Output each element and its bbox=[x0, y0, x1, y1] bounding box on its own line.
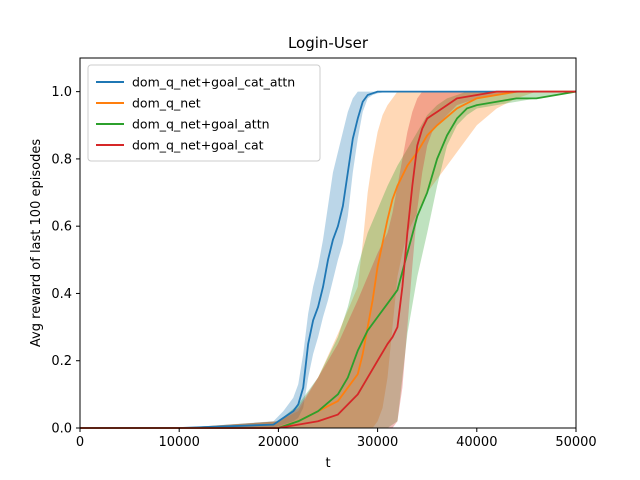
x-axis-label: t bbox=[325, 456, 330, 471]
y-axis-ticks: 0.0 0.2 0.4 0.6 0.8 1.0 bbox=[51, 85, 80, 437]
y-tick-label: 1.0 bbox=[51, 85, 72, 100]
y-tick-label: 0.0 bbox=[51, 422, 72, 437]
legend-entry: dom_q_net+goal_cat bbox=[132, 138, 264, 153]
confidence-band-2 bbox=[80, 91, 576, 428]
confidence-band-1 bbox=[80, 91, 576, 428]
x-tick-label: 30000 bbox=[357, 435, 398, 450]
y-axis-label: Avg reward of last 100 episodes bbox=[29, 139, 44, 347]
x-tick-label: 10000 bbox=[159, 435, 200, 450]
x-tick-label: 20000 bbox=[258, 435, 299, 450]
x-tick-label: 0 bbox=[76, 435, 84, 450]
y-tick-label: 0.6 bbox=[51, 220, 72, 235]
legend-entry: dom_q_net bbox=[132, 96, 201, 111]
x-axis-ticks: 0 10000 20000 30000 40000 50000 bbox=[76, 428, 597, 450]
y-tick-label: 0.2 bbox=[51, 354, 72, 369]
legend-entry: dom_q_net+goal_attn bbox=[132, 117, 270, 132]
legend-box bbox=[87, 64, 321, 162]
y-tick-label: 0.8 bbox=[51, 152, 72, 167]
chart-title: Login-User bbox=[288, 34, 369, 52]
legend-entry: dom_q_net+goal_cat_attn bbox=[132, 75, 295, 90]
series-line-2 bbox=[80, 90, 577, 429]
series-line-1 bbox=[80, 90, 576, 429]
series-line-0 bbox=[80, 90, 576, 429]
x-tick-label: 50000 bbox=[555, 435, 596, 450]
x-tick-label: 40000 bbox=[456, 435, 497, 450]
legend: dom_q_net+goal_cat_attn dom_q_net dom_q_ne… bbox=[87, 64, 321, 162]
series-lines bbox=[80, 90, 577, 429]
y-tick-label: 0.4 bbox=[51, 287, 72, 302]
plot-frame bbox=[79, 57, 577, 429]
series-line-3 bbox=[80, 90, 576, 429]
